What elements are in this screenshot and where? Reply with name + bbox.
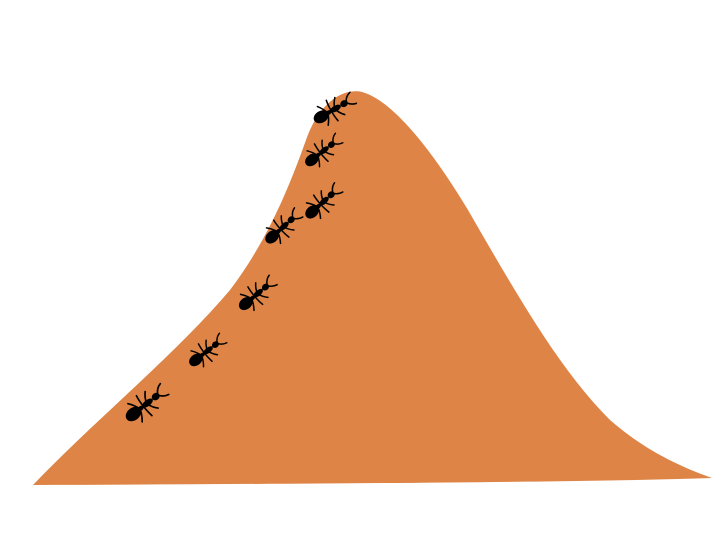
ant-hill: [33, 91, 712, 486]
